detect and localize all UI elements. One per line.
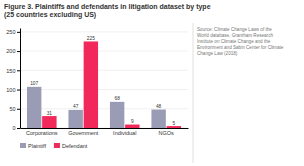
annotation-line: Institute on Climate Change and the [197, 39, 271, 44]
y-axis: 0 50 100 150 200 250 [6, 29, 20, 132]
tick: 0 [12, 125, 20, 131]
legend-swatch [54, 143, 60, 148]
data-labels: 107 47 68 48 31 225 9 5 [30, 36, 175, 126]
tick-label: 100 [6, 87, 15, 93]
bar [151, 110, 165, 128]
tick-mark [17, 90, 20, 91]
bar [125, 125, 139, 128]
tick-label: NGOs [159, 130, 175, 136]
data-label: 31 [47, 111, 53, 116]
tick-mark [17, 128, 20, 129]
tick-label: Individual [113, 130, 136, 136]
data-label: 47 [73, 104, 79, 109]
data-label: 9 [131, 119, 134, 124]
bars [27, 41, 181, 128]
grid [20, 32, 188, 128]
data-label: 68 [114, 96, 120, 101]
legend-item: Defendant [54, 143, 88, 149]
bar [84, 41, 98, 128]
grid-line [20, 31, 188, 32]
grid-line [20, 70, 188, 71]
bar [110, 102, 124, 128]
axis-line [21, 128, 189, 129]
tick: NGOs [159, 128, 175, 136]
tick: 200 [6, 48, 20, 54]
tick: 150 [6, 68, 20, 74]
tick-mark [17, 109, 20, 110]
tick-mark [17, 51, 20, 52]
x-axis: Corporations Government Individual NGOs [21, 128, 189, 136]
tick: Government [68, 128, 99, 136]
chart: Figure 3. Plaintiffs and defendants in l… [0, 0, 304, 166]
grid-line [20, 89, 188, 90]
tick-mark [17, 32, 20, 33]
tick: Corporations [26, 128, 58, 136]
axis-line [20, 29, 21, 129]
annotation-line: Environment and Sabin Center for Climate [197, 45, 284, 50]
grid-line [20, 108, 188, 109]
data-label: 48 [156, 104, 162, 109]
tick-label: 200 [6, 48, 15, 54]
tick: 250 [6, 29, 20, 35]
tick: 100 [6, 87, 20, 93]
bar [27, 87, 41, 128]
subtitle: (25 countries excluding US) [4, 11, 96, 19]
title: Figure 3. Plaintiffs and defendants in l… [4, 3, 211, 11]
annotation: Source: Climate Change Laws of theWorld … [197, 27, 284, 56]
tick-label: 250 [6, 29, 15, 35]
divider [193, 23, 194, 163]
legend-swatch [20, 143, 26, 148]
bar [68, 110, 82, 128]
tick-mark [17, 70, 20, 71]
bar [167, 126, 181, 128]
annotation-line: Change Law (2018) [197, 51, 238, 56]
grid-line [20, 51, 188, 52]
legend-label: Plaintiff [28, 143, 46, 149]
tick-label: 50 [9, 106, 15, 112]
data-label: 5 [172, 121, 175, 126]
tick: 50 [9, 106, 20, 112]
tick-label: Corporations [26, 130, 58, 136]
data-label: 225 [87, 36, 95, 41]
tick-label: 150 [6, 68, 15, 74]
annotation-line: Source: Climate Change Laws of the [197, 27, 272, 32]
tick-label: Government [68, 130, 99, 136]
tick: Individual [113, 128, 136, 136]
annotation-line: World database, Grantham Research [197, 33, 273, 38]
legend-label: Defendant [62, 143, 88, 149]
tick-label: 0 [12, 125, 15, 131]
legend-item: Plaintiff [20, 143, 46, 149]
legend: Plaintiff Defendant [20, 143, 88, 149]
bar [42, 116, 56, 128]
data-label: 107 [30, 81, 38, 86]
